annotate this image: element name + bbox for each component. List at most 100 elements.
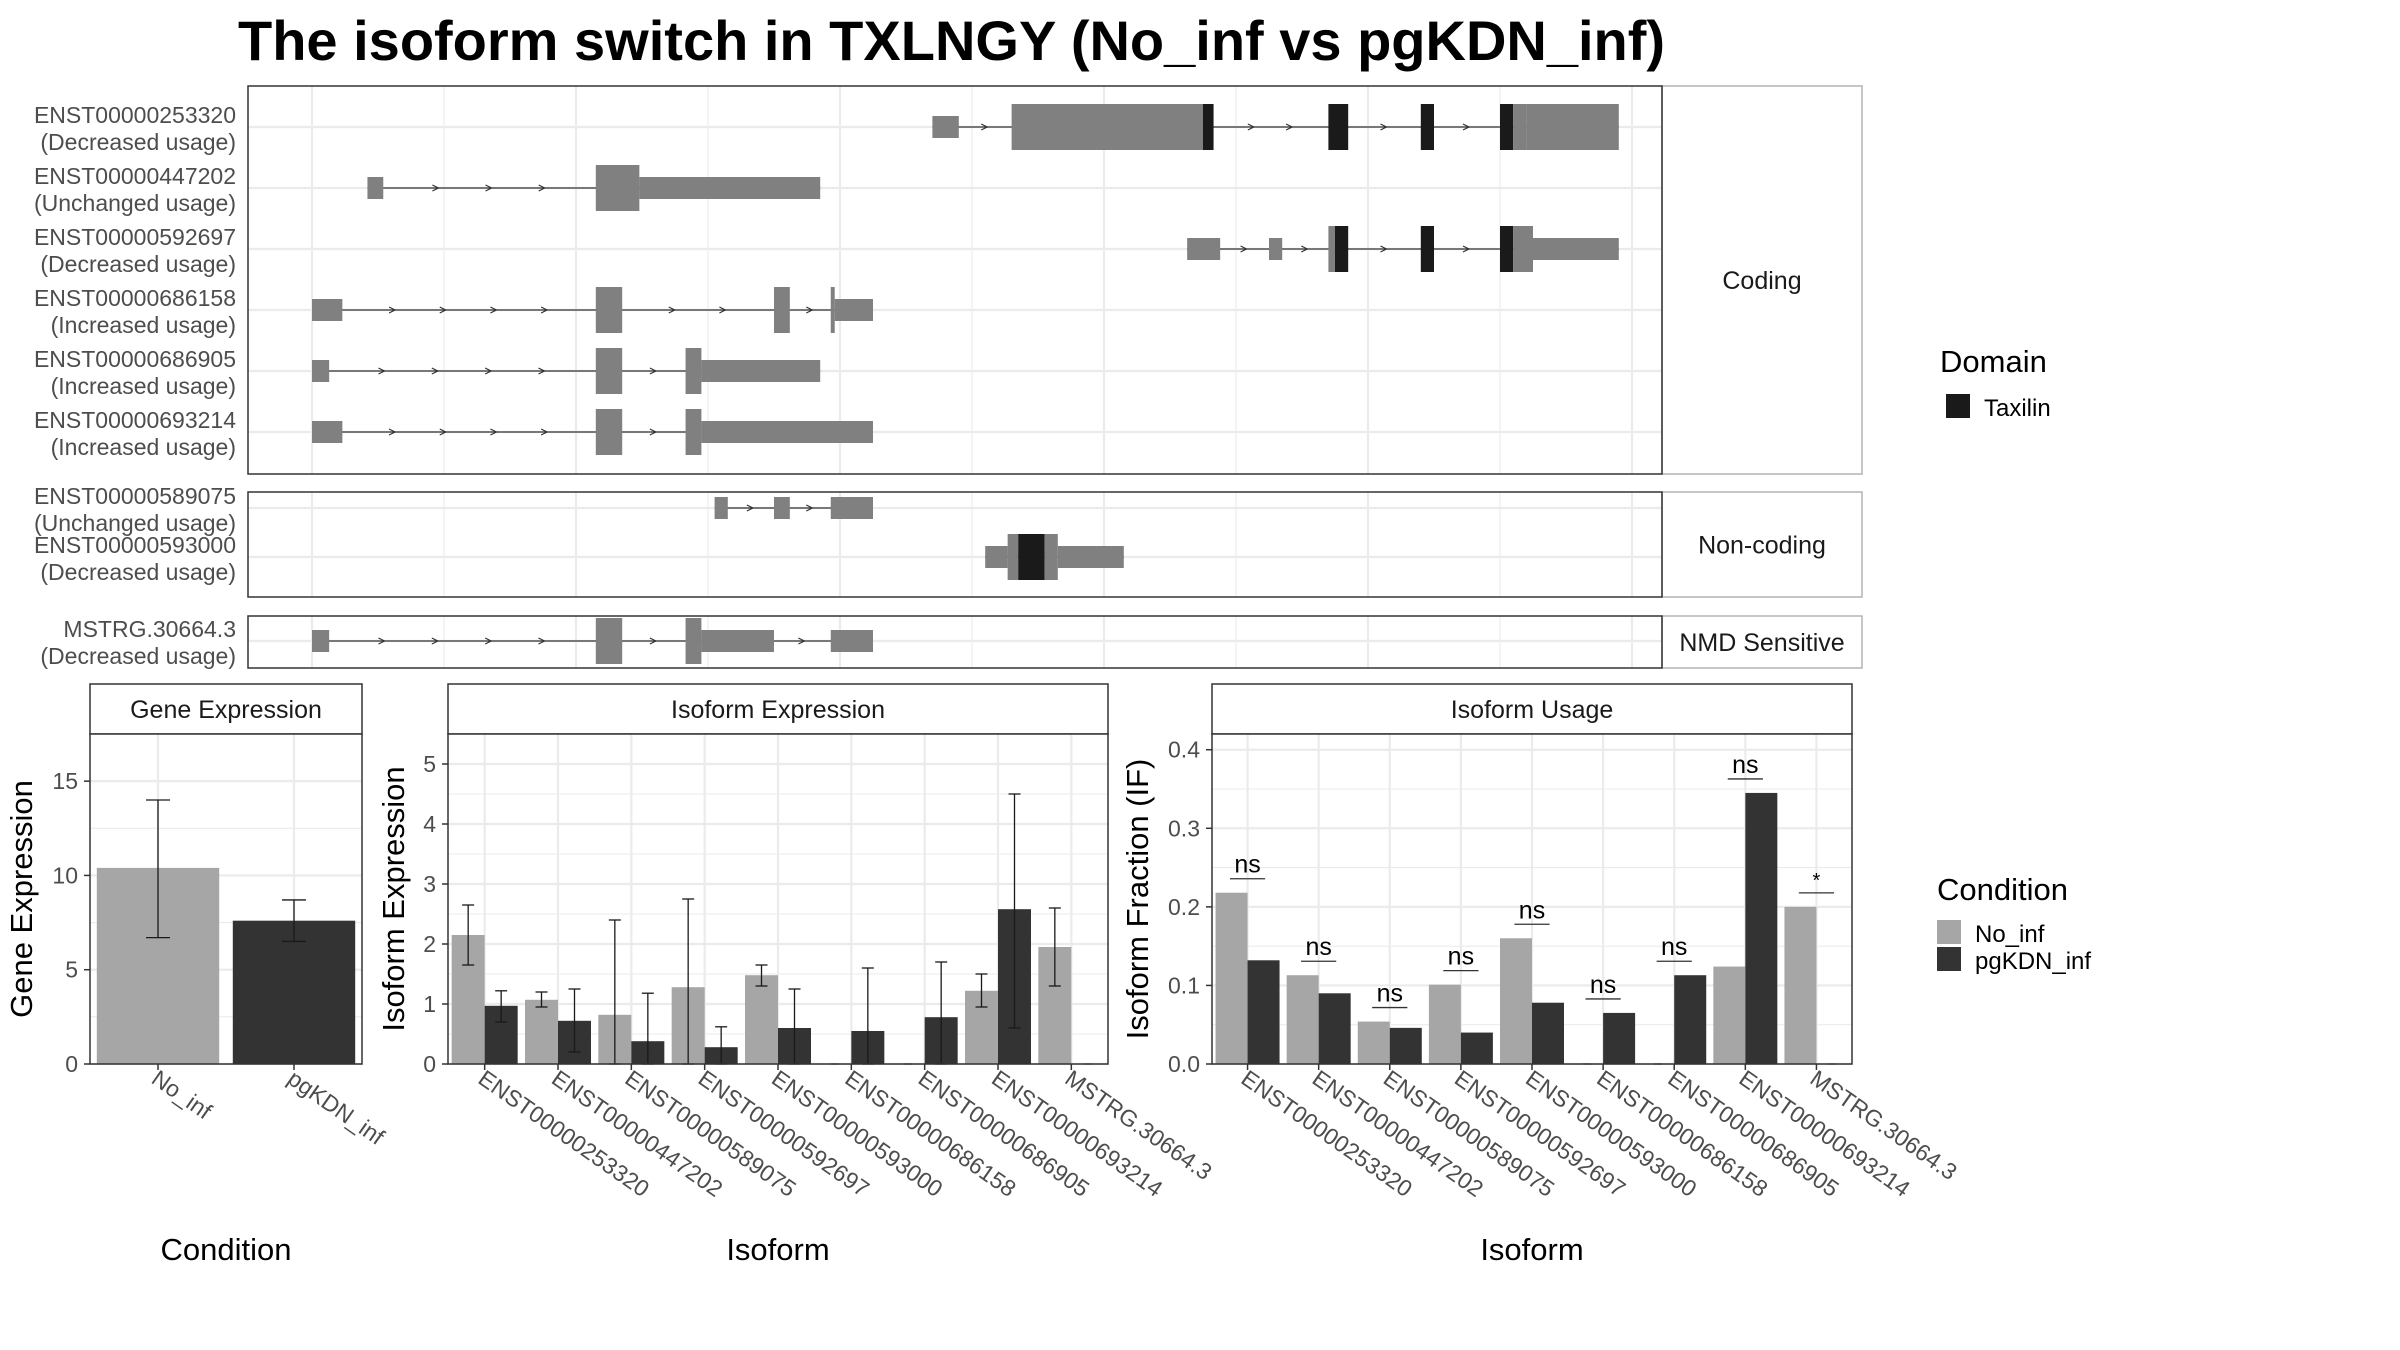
facet-strip <box>1661 491 1863 598</box>
exon-block <box>932 116 959 138</box>
y-tick-label: 10 <box>52 862 78 888</box>
intron-arrow <box>432 184 440 192</box>
y-tick-label: 2 <box>423 931 436 957</box>
intron-arrow <box>388 306 397 314</box>
exon-block <box>312 421 343 443</box>
condition-legend-title: Condition <box>1937 872 2068 907</box>
bar <box>1389 1027 1422 1064</box>
bar <box>525 999 558 1064</box>
bar <box>1532 1002 1564 1064</box>
x-axis-title: Isoform <box>1480 1232 1583 1267</box>
significance-label: ns <box>1732 751 1758 779</box>
x-axis-title: Condition <box>161 1232 292 1267</box>
bar <box>1603 1012 1636 1064</box>
intron-arrow <box>1380 245 1388 253</box>
intron-arrow <box>649 637 658 645</box>
intron-arrow <box>719 306 727 314</box>
significance-label: ns <box>1590 971 1616 999</box>
domain-legend-key <box>1946 394 1970 418</box>
condition-legend-key <box>1937 920 1961 944</box>
intron-arrow <box>1462 123 1471 131</box>
condition-legend-key <box>1937 947 1961 971</box>
intron-arrow <box>388 428 397 436</box>
y-axis-title: Isoform Fraction (IF) <box>1120 759 1155 1040</box>
exon-block <box>1526 104 1619 150</box>
bar <box>745 975 778 1064</box>
exon-block <box>1533 238 1619 260</box>
x-axis-title: Isoform <box>726 1232 829 1267</box>
exon-block <box>985 546 1008 568</box>
isoform-track: ENST00000589075(Unchanged usage) <box>34 483 873 536</box>
structure-panel-nmd-sensitive: NMD Sensitive MSTRG.30664.3(Decreased usa… <box>40 615 1863 669</box>
intron-arrow <box>484 367 493 375</box>
figure-title: The isoform switch in TXLNGY (No_inf vs … <box>238 9 1666 72</box>
chart-title: Isoform Usage <box>1451 696 1614 724</box>
isoform-usage-label: (Decreased usage) <box>40 251 236 277</box>
intron-arrow <box>540 428 549 436</box>
isoform-usage-label: (Decreased usage) <box>40 129 236 155</box>
intron-arrow <box>490 306 498 314</box>
exon-block <box>830 497 873 519</box>
intron-arrow <box>538 184 547 192</box>
panel-border <box>247 491 1663 598</box>
domain-block <box>1203 104 1214 150</box>
exon-block <box>830 287 835 333</box>
isoform-usage-label: (Increased usage) <box>51 434 236 460</box>
bar <box>1318 993 1351 1064</box>
intron-arrow <box>1301 245 1309 253</box>
domain-block <box>1335 226 1349 272</box>
y-tick-label: 3 <box>423 871 436 897</box>
plot-border <box>1211 733 1853 1065</box>
intron-arrow <box>806 504 814 512</box>
isoform-usage-label: (Unchanged usage) <box>34 510 236 536</box>
chart-title: Gene Expression <box>130 696 322 724</box>
intron-arrow <box>490 428 498 436</box>
exon-block <box>1513 226 1533 272</box>
chart-title: Isoform Expression <box>671 696 885 724</box>
intron-arrow <box>649 367 658 375</box>
intron-arrow <box>1247 123 1256 131</box>
panel-border <box>247 615 1663 669</box>
y-tick-label: 0.3 <box>1168 815 1200 841</box>
isoform-track: ENST00000593000(Decreased usage) <box>34 532 1124 585</box>
exon-block <box>701 421 873 443</box>
x-tick-label: No_inf <box>147 1065 217 1125</box>
isoform-usage-label: (Unchanged usage) <box>34 190 236 216</box>
facet-strip <box>1661 85 1863 475</box>
significance-label: ns <box>1377 980 1403 1008</box>
facet-strip-label: Non-coding <box>1698 532 1826 560</box>
intron-arrow <box>1285 123 1294 131</box>
intron-arrow <box>538 367 546 375</box>
significance-label: * <box>1813 870 1821 892</box>
domain-block <box>1500 226 1514 272</box>
condition-legend-label: No_inf <box>1975 921 2045 948</box>
intron-arrow <box>1240 245 1248 253</box>
isoform-usage-label: (Increased usage) <box>51 373 236 399</box>
significance-label: ns <box>1661 933 1687 961</box>
isoform-id-label: ENST00000693214 <box>34 407 236 433</box>
intron-arrow <box>1462 245 1471 253</box>
exon-block <box>1044 534 1058 580</box>
intron-arrow <box>668 306 677 314</box>
exon-block <box>1513 104 1527 150</box>
bar <box>1713 966 1746 1064</box>
x-tick-label: pgKDN_inf <box>283 1065 390 1150</box>
isoform-usage-label: (Decreased usage) <box>40 643 236 669</box>
isoform-id-label: ENST00000589075 <box>34 483 236 509</box>
bar <box>1500 938 1532 1064</box>
domain-block <box>1018 534 1045 580</box>
exon-block <box>312 630 330 652</box>
exon-block <box>639 177 821 199</box>
intron-arrow <box>798 637 806 645</box>
y-tick-label: 0 <box>423 1051 436 1077</box>
plot-border <box>447 733 1109 1065</box>
intron-arrow <box>649 428 658 436</box>
bar <box>1460 1032 1493 1064</box>
bar <box>1357 1021 1390 1064</box>
significance-label: ns <box>1448 943 1474 971</box>
domain-block <box>1420 104 1434 150</box>
y-tick-label: 4 <box>423 811 436 837</box>
intron-arrow <box>439 428 448 436</box>
